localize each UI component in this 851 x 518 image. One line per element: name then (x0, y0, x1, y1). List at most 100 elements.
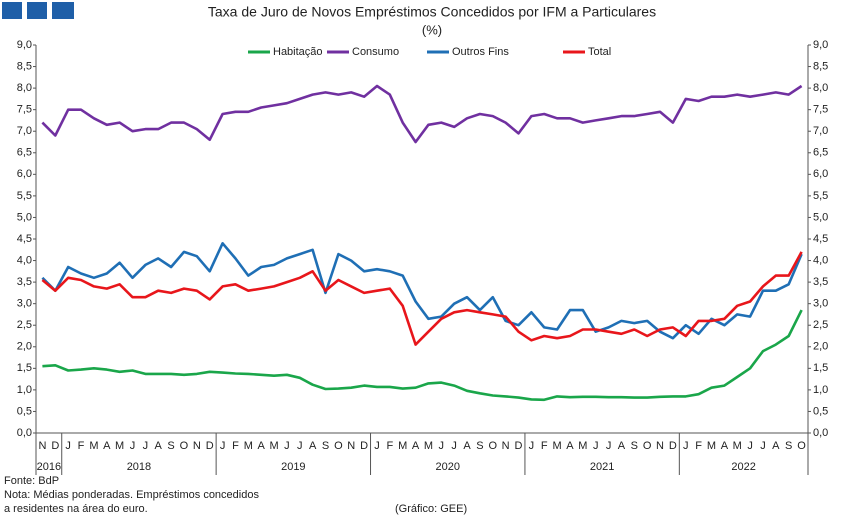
x-tick-label: M (89, 440, 98, 452)
y-tick-label: 7,5 (17, 104, 32, 116)
y2-tick-label: 5,0 (813, 211, 828, 223)
x-tick-label: F (386, 440, 393, 452)
x-tick-label: J (130, 440, 136, 452)
x-tick-label: D (669, 440, 677, 452)
year-label: 2021 (590, 461, 614, 473)
x-tick-label: S (322, 440, 329, 452)
x-tick-label: M (733, 440, 742, 452)
legend-label: Total (588, 46, 611, 58)
x-tick-label: N (502, 440, 510, 452)
x-tick-label: J (529, 440, 535, 452)
x-tick-label: A (772, 440, 780, 452)
x-tick-label: N (656, 440, 664, 452)
chart-subtitle: (%) (422, 22, 442, 37)
x-tick-label: O (334, 440, 343, 452)
y-tick-label: 0,5 (17, 405, 32, 417)
x-tick-label: J (297, 440, 303, 452)
note: Nota: Médias ponderadas. Empréstimos con… (4, 489, 259, 501)
y-tick-label: 4,0 (17, 254, 32, 266)
x-tick-label: A (103, 440, 111, 452)
x-tick-label: M (578, 440, 587, 452)
series-line (41, 84, 803, 144)
logo-square (2, 2, 22, 19)
x-tick-label: M (398, 440, 407, 452)
x-tick-label: S (631, 440, 638, 452)
y2-tick-label: 7,0 (813, 125, 828, 137)
logo-square (52, 2, 74, 19)
x-tick-label: F (232, 440, 239, 452)
note: a residentes na área do euro. (4, 503, 148, 515)
x-tick-label: J (143, 440, 149, 452)
y2-tick-label: 4,5 (813, 233, 828, 245)
x-tick-label: D (51, 440, 59, 452)
x-tick-label: M (553, 440, 562, 452)
note: (Gráfico: GEE) (395, 503, 467, 515)
series-line (41, 242, 803, 340)
y-tick-label: 2,5 (17, 319, 32, 331)
x-tick-label: O (180, 440, 189, 452)
y-tick-label: 5,5 (17, 190, 32, 202)
x-tick-label: M (244, 440, 253, 452)
x-tick-label: S (167, 440, 174, 452)
y-tick-label: 1,0 (17, 384, 32, 396)
x-tick-label: A (257, 440, 265, 452)
x-tick-label: J (220, 440, 226, 452)
x-tick-label: A (618, 440, 626, 452)
x-tick-label: J (65, 440, 71, 452)
y2-tick-label: 4,0 (813, 254, 828, 266)
y2-tick-label: 6,0 (813, 168, 828, 180)
y2-tick-label: 7,5 (813, 104, 828, 116)
y2-tick-label: 3,5 (813, 276, 828, 288)
y2-tick-label: 8,0 (813, 82, 828, 94)
x-tick-label: D (515, 440, 523, 452)
x-tick-label: O (797, 440, 806, 452)
year-label: 2022 (731, 461, 755, 473)
chart-title: Taxa de Juro de Novos Empréstimos Conced… (208, 4, 656, 20)
x-tick-label: M (269, 440, 278, 452)
y2-tick-label: 5,5 (813, 190, 828, 202)
x-tick-label: J (606, 440, 612, 452)
y2-tick-label: 3,0 (813, 298, 828, 310)
x-tick-label: A (463, 440, 471, 452)
note: Fonte: BdP (4, 475, 59, 487)
y2-tick-label: 2,5 (813, 319, 828, 331)
y-tick-label: 9,0 (17, 39, 32, 51)
x-tick-label: N (347, 440, 355, 452)
y-tick-label: 5,0 (17, 211, 32, 223)
x-tick-label: J (760, 440, 766, 452)
x-tick-label: M (424, 440, 433, 452)
x-tick-label: J (439, 440, 445, 452)
x-tick-label: A (309, 440, 317, 452)
x-tick-label: S (785, 440, 792, 452)
y2-tick-label: 8,5 (813, 60, 828, 72)
y2-tick-label: 6,5 (813, 147, 828, 159)
y-tick-label: 8,0 (17, 82, 32, 94)
logo-square (27, 2, 47, 19)
x-tick-label: A (721, 440, 729, 452)
y-tick-label: 1,5 (17, 362, 32, 374)
x-tick-label: A (155, 440, 163, 452)
x-tick-label: D (206, 440, 214, 452)
x-tick-label: J (747, 440, 753, 452)
y-tick-label: 0,0 (17, 427, 32, 439)
legend-label: Habitação (273, 46, 323, 58)
x-tick-label: O (643, 440, 652, 452)
y2-tick-label: 2,0 (813, 341, 828, 353)
y-tick-label: 3,5 (17, 276, 32, 288)
year-label: 2019 (281, 461, 305, 473)
year-label: 2020 (435, 461, 459, 473)
x-tick-label: A (412, 440, 420, 452)
y2-tick-label: 0,5 (813, 405, 828, 417)
x-tick-label: N (38, 440, 46, 452)
y2-tick-label: 1,5 (813, 362, 828, 374)
series-line (41, 251, 803, 346)
x-tick-label: N (193, 440, 201, 452)
x-tick-label: J (451, 440, 457, 452)
year-label: 2016 (37, 461, 61, 473)
x-tick-label: F (695, 440, 702, 452)
legend-label: Outros Fins (452, 46, 509, 58)
x-tick-label: M (707, 440, 716, 452)
y-tick-label: 6,0 (17, 168, 32, 180)
x-tick-label: J (284, 440, 290, 452)
